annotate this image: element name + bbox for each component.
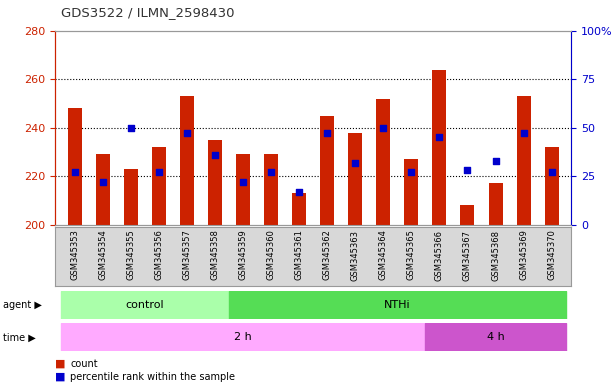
Point [519,131,529,137]
Text: GSM345359: GSM345359 [238,230,247,280]
Text: GSM345355: GSM345355 [126,230,135,280]
Bar [264,154,278,225]
Text: percentile rank within the sample: percentile rank within the sample [70,372,235,382]
Bar [180,96,194,225]
Text: ■: ■ [55,359,65,369]
Text: GSM345370: GSM345370 [547,230,556,280]
Text: GSM345363: GSM345363 [351,230,360,281]
Text: 4 h: 4 h [486,332,505,343]
Text: ■: ■ [55,372,65,382]
Bar [516,96,530,225]
Point [491,157,500,164]
Text: GDS3522 / ILMN_2598430: GDS3522 / ILMN_2598430 [61,6,235,19]
Bar [208,140,222,225]
Point [154,169,164,175]
Point [378,125,388,131]
Bar [404,159,419,225]
Text: GSM345367: GSM345367 [463,230,472,281]
Point [266,169,276,175]
Text: GSM345353: GSM345353 [70,230,79,280]
Point [322,131,332,137]
Point [547,169,557,175]
Bar [68,108,82,225]
Point [406,169,416,175]
Text: GSM345364: GSM345364 [379,230,388,280]
Text: GSM345354: GSM345354 [98,230,107,280]
Text: time ▶: time ▶ [3,332,36,343]
Point [295,189,304,195]
Point [238,179,248,185]
Text: GSM345356: GSM345356 [155,230,163,280]
Bar [544,147,558,225]
Text: agent ▶: agent ▶ [3,300,42,311]
Point [126,125,136,131]
Text: GSM345357: GSM345357 [182,230,191,280]
Bar [124,169,137,225]
Text: 2 h: 2 h [234,332,252,343]
Bar [489,184,502,225]
Text: GSM345360: GSM345360 [266,230,276,280]
Bar [236,154,250,225]
Text: GSM345358: GSM345358 [210,230,219,280]
Point [210,152,220,158]
Point [463,167,472,174]
Bar [425,323,566,351]
Bar [229,291,566,319]
Point [70,169,79,175]
Bar [96,154,110,225]
Text: GSM345366: GSM345366 [435,230,444,281]
Text: GSM345362: GSM345362 [323,230,332,280]
Bar [433,70,447,225]
Bar [60,323,425,351]
Bar [348,132,362,225]
Point [434,134,444,141]
Text: GSM345365: GSM345365 [407,230,416,280]
Bar [320,116,334,225]
Text: GSM345368: GSM345368 [491,230,500,281]
Text: GSM345369: GSM345369 [519,230,528,280]
Bar [292,193,306,225]
Bar [152,147,166,225]
Bar [461,205,475,225]
Point [182,131,192,137]
Point [98,179,108,185]
Bar [376,99,390,225]
Text: control: control [125,300,164,311]
Bar [60,291,229,319]
Point [350,159,360,166]
Text: GSM345361: GSM345361 [295,230,304,280]
Text: count: count [70,359,98,369]
Text: NTHi: NTHi [384,300,411,311]
